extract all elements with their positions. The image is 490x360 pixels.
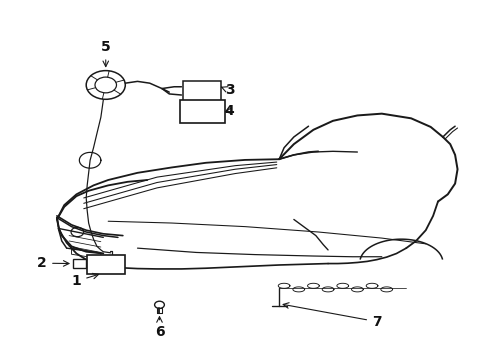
Text: 1: 1 [72, 273, 98, 288]
FancyBboxPatch shape [73, 259, 86, 268]
FancyBboxPatch shape [183, 81, 221, 102]
Text: 4: 4 [224, 104, 234, 118]
Text: 3: 3 [221, 84, 234, 97]
Text: 2: 2 [37, 256, 69, 270]
Text: 6: 6 [155, 317, 164, 339]
Text: 7: 7 [283, 303, 382, 329]
Text: 5: 5 [101, 40, 111, 67]
FancyBboxPatch shape [180, 100, 225, 123]
FancyBboxPatch shape [87, 255, 125, 274]
